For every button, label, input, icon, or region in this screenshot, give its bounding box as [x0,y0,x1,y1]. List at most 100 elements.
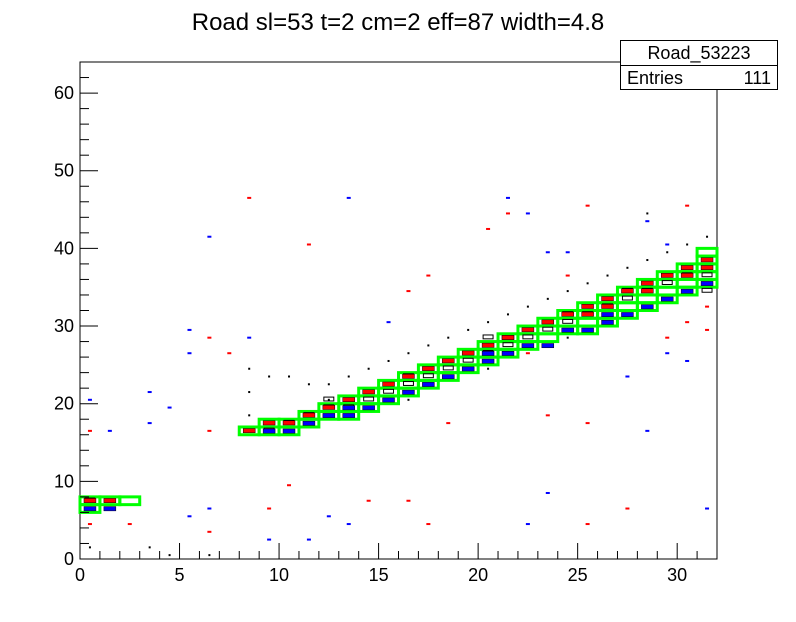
red-hit-mark [601,304,614,309]
black-noise-mark [367,367,370,370]
blue-noise-mark [545,251,550,254]
blue-noise-mark [346,196,351,199]
red-hit-mark [541,319,555,325]
blue-hit-mark [621,312,634,317]
black-noise-mark [327,383,330,386]
blue-noise-mark [267,538,272,541]
red-noise-mark [685,321,690,324]
x-tick-label: 5 [175,565,185,585]
box-mark [562,318,574,324]
blue-hit-mark [481,358,495,364]
blue-noise-mark [545,491,550,494]
red-noise-mark [585,422,590,425]
box-mark [542,326,554,332]
red-noise-mark [585,204,590,207]
x-tick-label: 30 [667,565,687,585]
blue-hit-mark [461,366,475,372]
blue-noise-mark [346,523,351,526]
red-noise-mark [426,274,431,277]
red-hit-mark [700,265,714,270]
blue-noise-mark [306,538,311,541]
blue-noise-mark [187,328,192,331]
black-noise-mark [566,336,569,339]
black-noise-mark [566,290,569,293]
black-noise-mark [706,235,709,238]
red-noise-mark [207,429,212,432]
box-mark [482,334,494,340]
blue-noise-mark [207,235,212,238]
red-hit-mark [282,420,296,426]
black-noise-mark [248,414,251,417]
red-noise-mark [565,274,570,277]
red-noise-mark [87,523,92,526]
box-mark [701,287,713,293]
red-noise-mark [127,523,132,526]
blue-hit-mark [302,420,316,426]
blue-hit-mark [541,343,555,349]
x-tick-label: 15 [369,565,389,585]
blue-noise-mark [705,507,710,510]
red-hit-mark [521,327,535,333]
y-tick-label: 10 [54,471,74,491]
red-hit-mark [641,288,654,294]
red-hit-mark [641,280,654,286]
black-noise-mark [526,305,529,308]
black-noise-mark [248,367,251,370]
red-noise-mark [287,484,292,487]
red-noise-mark [87,429,92,432]
red-hit-mark [382,381,395,387]
black-noise-mark [307,383,310,386]
red-hit-mark [402,373,415,379]
blue-noise-mark [247,336,252,339]
blue-hit-mark [700,281,714,286]
blue-hit-mark [661,296,674,302]
blue-noise-mark [505,196,510,199]
black-noise-mark [467,328,470,331]
blue-noise-mark [107,429,112,432]
blue-hit-mark [342,413,355,418]
blue-hit-mark [481,351,495,356]
blue-hit-mark [422,382,435,387]
red-noise-mark [625,507,630,510]
red-hit-mark [481,342,495,348]
red-hit-mark [362,389,375,395]
y-tick-label: 40 [54,238,74,258]
road-cells [78,246,719,514]
black-noise-mark [268,375,271,378]
black-noise-mark [646,212,649,215]
box-mark [422,373,434,379]
blue-hit-mark [342,405,355,411]
axes: 0 5 10 15 20 25 30 0 10 20 30 40 50 60 [54,61,718,585]
blue-hit-mark [601,319,614,325]
red-hit-mark [342,397,355,402]
box-mark [701,272,713,278]
red-noise-mark [545,414,550,417]
red-hit-mark [442,358,455,364]
black-noise-mark [347,375,350,378]
box-mark [383,388,395,394]
red-hit-mark [322,404,336,410]
red-noise-mark [705,328,710,331]
red-hit-mark [103,498,117,503]
red-noise-mark [406,290,411,293]
blue-hit-mark [262,428,276,434]
black-noise-mark [427,344,430,347]
red-noise-mark [585,523,590,526]
y-tick-label: 0 [64,549,74,569]
red-hit-mark [83,498,97,503]
red-hit-mark [661,272,674,278]
red-hit-mark [621,288,634,294]
blue-hit-cells [83,281,714,512]
red-hit-mark [422,366,435,371]
stats-box: Road_53223 Entries 111 [620,40,778,90]
red-noise-mark [227,352,232,355]
box-mark [462,357,474,363]
blue-noise-mark [187,352,192,355]
y-tick-label: 50 [54,161,74,181]
red-hit-mark [700,257,714,263]
red-hit-mark [680,265,694,270]
blue-noise-mark [665,243,670,246]
red-noise-mark [207,336,212,339]
blue-hit-mark [382,397,395,403]
road-cell [118,495,142,507]
